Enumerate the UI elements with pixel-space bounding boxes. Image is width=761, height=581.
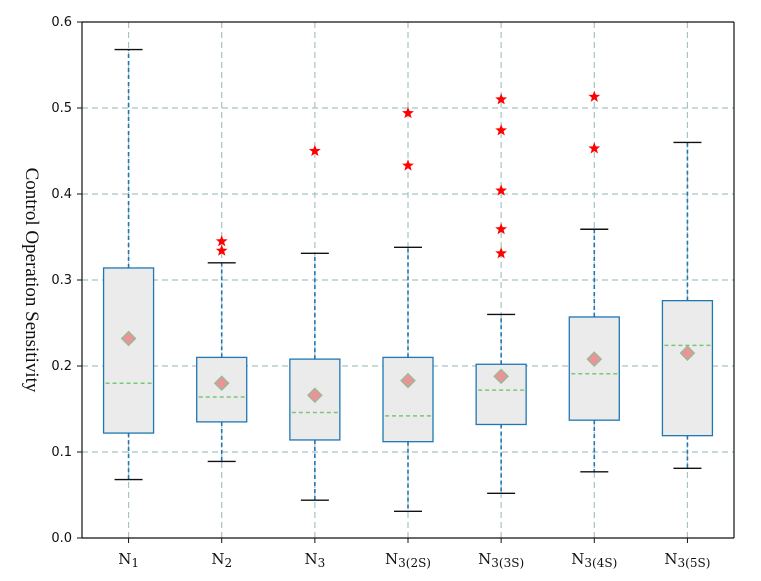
box-n33s bbox=[475, 93, 527, 494]
outlier-point bbox=[308, 144, 321, 157]
y-tick-label: 0.1 bbox=[51, 445, 72, 460]
outlier-point bbox=[588, 142, 601, 154]
outlier-point bbox=[588, 90, 601, 102]
y-tick-label: 0.6 bbox=[51, 15, 72, 30]
outlier-point bbox=[402, 106, 414, 119]
box-n34s bbox=[568, 90, 620, 473]
mean-marker bbox=[213, 375, 230, 392]
y-axis-label: Control Operation Sensitivity bbox=[21, 168, 42, 393]
outlier-point bbox=[495, 223, 508, 235]
x-tick-label: N3(5S) bbox=[664, 550, 710, 570]
outlier-point bbox=[402, 159, 414, 171]
mean-marker bbox=[679, 345, 696, 361]
y-tick-label: 0.3 bbox=[51, 273, 72, 288]
x-tick-label: N3(3S) bbox=[478, 550, 524, 570]
box-n3 bbox=[289, 144, 341, 501]
x-tick-label: N3(4S) bbox=[571, 550, 617, 570]
box-n2 bbox=[196, 235, 248, 463]
x-tick-label: N1 bbox=[118, 550, 139, 570]
outlier-point bbox=[215, 235, 228, 247]
mean-marker bbox=[493, 368, 509, 385]
box-n32s bbox=[382, 106, 434, 513]
x-tick-label: N2 bbox=[211, 550, 232, 570]
mean-marker bbox=[307, 387, 323, 404]
y-tick-label: 0.4 bbox=[51, 187, 72, 202]
iqr-box bbox=[382, 356, 434, 443]
outlier-point bbox=[495, 247, 508, 259]
outlier-point bbox=[495, 124, 508, 136]
mean-marker bbox=[400, 372, 416, 389]
mean-marker bbox=[586, 351, 603, 367]
x-tick-label: N3 bbox=[304, 550, 325, 570]
y-tick-label: 0.5 bbox=[51, 101, 72, 116]
y-tick-label: 0.0 bbox=[51, 531, 72, 546]
outlier-point bbox=[495, 184, 508, 196]
iqr-box bbox=[568, 316, 620, 421]
box-n35s bbox=[661, 141, 714, 470]
outlier-point bbox=[215, 244, 228, 256]
mean-marker bbox=[120, 330, 137, 347]
box-n1 bbox=[102, 48, 155, 481]
iqr-box bbox=[661, 299, 714, 437]
outlier-point bbox=[495, 93, 508, 105]
box-plot-series bbox=[102, 48, 714, 513]
axes: 0.0 0.1 0.2 0.3 0.4 0.5 0.6 N1 N2 N3 N3(2S) N3(3S) N… bbox=[51, 15, 735, 570]
y-tick-label: 0.2 bbox=[51, 359, 72, 374]
x-tick-label: N3(2S) bbox=[385, 550, 431, 570]
iqr-box bbox=[102, 267, 155, 434]
